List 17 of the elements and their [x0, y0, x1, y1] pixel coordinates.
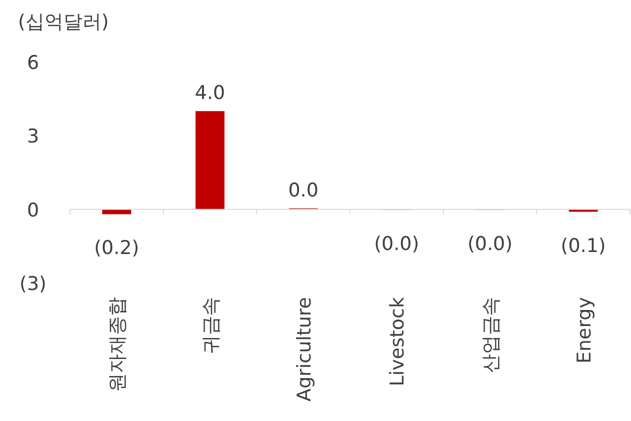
x-tick-label: 귀금속	[200, 297, 222, 354]
x-tick-label: Energy	[573, 297, 596, 364]
x-tick-label: Agriculture	[293, 297, 316, 402]
y-axis-title: (십억달러)	[18, 11, 109, 33]
y-tick-label: 6	[26, 52, 40, 74]
data-label: (0.0)	[467, 232, 513, 255]
y-tick-label: 3	[26, 126, 40, 148]
data-label: 4.0	[194, 82, 226, 104]
data-label: (0.0)	[374, 232, 420, 255]
data-label: (0.2)	[94, 237, 140, 260]
y-tick-label: (3)	[20, 273, 46, 295]
data-label: (0.1)	[560, 234, 606, 257]
x-tick-label: 원자재종합	[106, 297, 129, 392]
data-label: 0.0	[288, 179, 318, 202]
x-tick-label: 산업금속	[480, 297, 502, 373]
y-tick-label: 0	[26, 199, 40, 222]
x-tick-label: Livestock	[386, 297, 409, 386]
